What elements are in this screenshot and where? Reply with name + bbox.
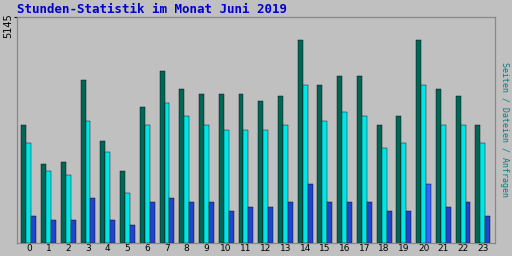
Bar <box>164 103 169 243</box>
Bar <box>288 202 293 243</box>
Bar <box>239 94 244 243</box>
Bar <box>61 162 66 243</box>
Bar <box>298 39 303 243</box>
Bar <box>268 207 273 243</box>
Bar <box>145 125 150 243</box>
Bar <box>485 216 490 243</box>
Bar <box>357 76 362 243</box>
Bar <box>407 211 411 243</box>
Bar <box>248 207 253 243</box>
Bar <box>224 130 229 243</box>
Bar <box>416 39 421 243</box>
Bar <box>86 121 91 243</box>
Bar <box>209 202 214 243</box>
Bar <box>31 216 36 243</box>
Bar <box>461 125 465 243</box>
Bar <box>125 193 130 243</box>
Bar <box>327 202 332 243</box>
Bar <box>377 125 381 243</box>
Bar <box>51 220 56 243</box>
Y-axis label: Seiten / Dateien / Anfragen: Seiten / Dateien / Anfragen <box>500 62 509 197</box>
Bar <box>396 116 401 243</box>
Bar <box>347 202 352 243</box>
Bar <box>362 116 367 243</box>
Bar <box>26 143 31 243</box>
Bar <box>337 76 342 243</box>
Bar <box>140 107 145 243</box>
Bar <box>189 202 194 243</box>
Bar <box>317 85 323 243</box>
Bar <box>229 211 233 243</box>
Bar <box>303 85 308 243</box>
Bar <box>169 198 175 243</box>
Bar <box>263 130 268 243</box>
Bar <box>446 207 451 243</box>
Bar <box>150 202 155 243</box>
Bar <box>401 143 407 243</box>
Bar <box>367 202 372 243</box>
Bar <box>421 85 426 243</box>
Bar <box>66 175 71 243</box>
Bar <box>219 94 224 243</box>
Bar <box>283 125 288 243</box>
Text: Stunden-Statistik im Monat Juni 2019: Stunden-Statistik im Monat Juni 2019 <box>17 3 287 16</box>
Bar <box>71 220 76 243</box>
Bar <box>441 125 446 243</box>
Bar <box>160 71 164 243</box>
Bar <box>120 170 125 243</box>
Bar <box>46 170 51 243</box>
Bar <box>381 148 387 243</box>
Bar <box>179 89 184 243</box>
Bar <box>105 153 110 243</box>
Bar <box>476 125 480 243</box>
Bar <box>244 130 248 243</box>
Bar <box>426 184 431 243</box>
Bar <box>91 198 95 243</box>
Bar <box>41 164 46 243</box>
Bar <box>199 94 204 243</box>
Bar <box>308 184 312 243</box>
Bar <box>342 112 347 243</box>
Bar <box>80 80 86 243</box>
Bar <box>100 141 105 243</box>
Bar <box>387 211 392 243</box>
Bar <box>456 96 461 243</box>
Bar <box>204 125 209 243</box>
Bar <box>184 116 189 243</box>
Bar <box>258 101 263 243</box>
Bar <box>110 220 115 243</box>
Bar <box>465 202 471 243</box>
Bar <box>278 96 283 243</box>
Bar <box>22 125 26 243</box>
Bar <box>130 225 135 243</box>
Bar <box>323 121 327 243</box>
Bar <box>480 143 485 243</box>
Bar <box>436 89 441 243</box>
